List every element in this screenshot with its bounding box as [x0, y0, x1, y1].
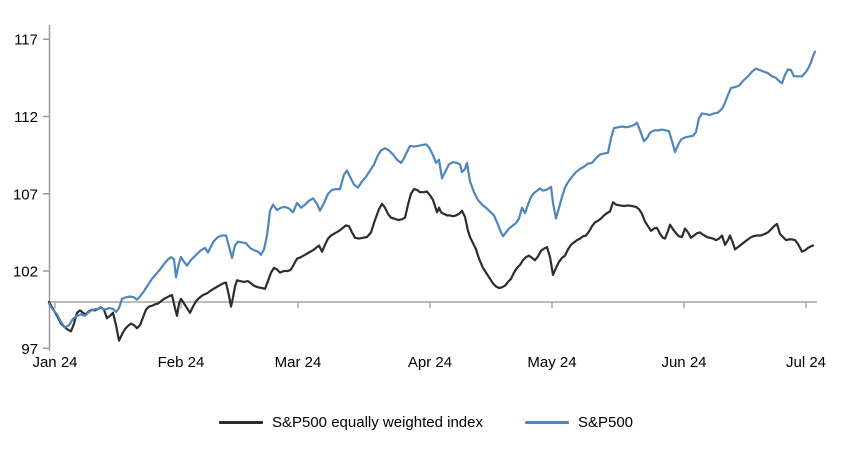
- legend-line-swatch-equal-weight: [218, 421, 263, 424]
- y-axis-tick-label: 97: [21, 341, 38, 358]
- legend-item-sp500-equal-weight: S&P500 equally weighted index: [218, 414, 483, 431]
- x-axis-tick-label: Mar 24: [275, 354, 322, 371]
- legend-item-sp500: S&P500: [524, 414, 634, 431]
- x-axis-tick-label: May 24: [527, 354, 576, 371]
- x-axis-tick-label: Apr 24: [408, 354, 452, 371]
- x-axis-tick-label: Jun 24: [661, 354, 706, 371]
- x-axis-tick-label: Jul 24: [786, 354, 826, 371]
- x-axis-tick-label: Feb 24: [158, 354, 205, 371]
- y-axis-tick-label: 112: [14, 109, 38, 126]
- x-axis-tick-label: Jan 24: [32, 354, 77, 371]
- legend-label-sp500: S&P500: [577, 414, 634, 431]
- y-axis-tick-label: 102: [13, 264, 38, 281]
- y-axis-tick-label: 117: [14, 32, 38, 49]
- sp500-equal-weight-line: [47, 188, 815, 342]
- sp500-line: [47, 50, 817, 329]
- y-axis-tick-label: 107: [13, 186, 38, 203]
- legend-line-swatch-sp500: [524, 421, 569, 424]
- legend: S&P500 equally weighted index S&P500: [0, 414, 852, 431]
- legend-label-equal-weight: S&P500 equally weighted index: [271, 414, 483, 431]
